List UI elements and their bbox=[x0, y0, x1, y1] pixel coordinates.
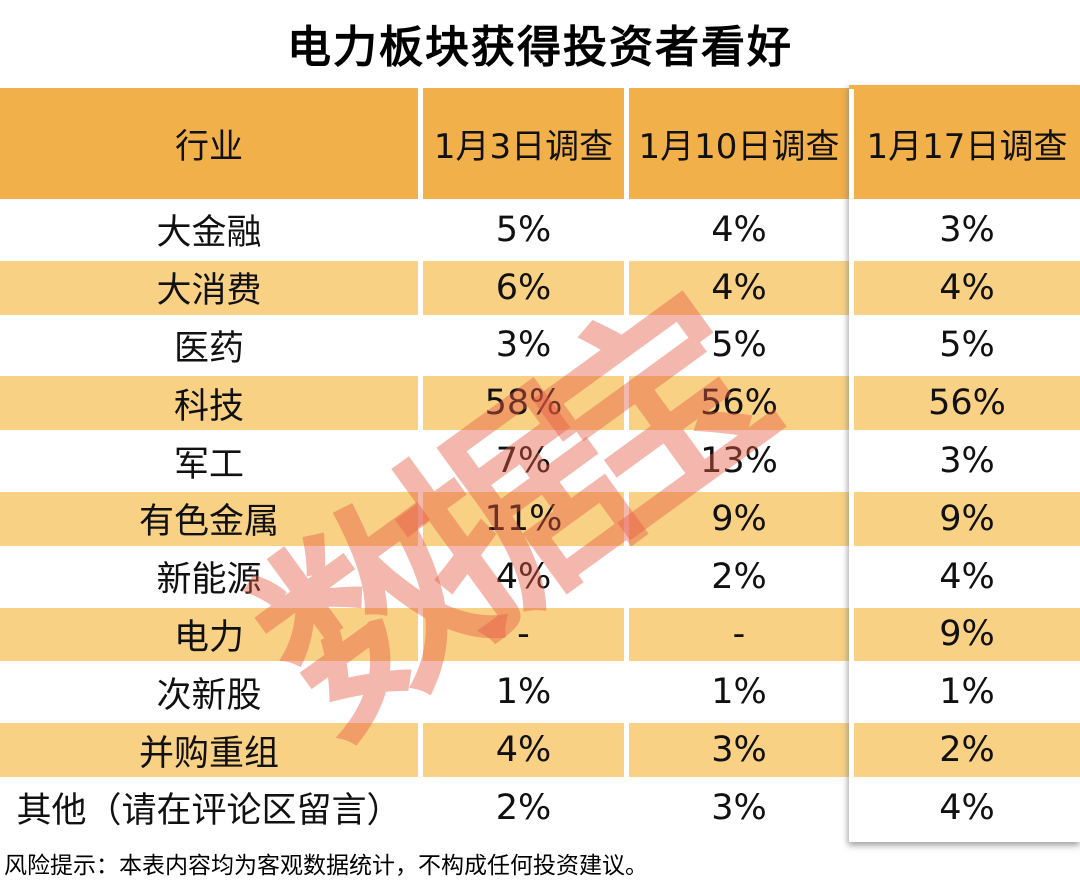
value-cell: 4% bbox=[854, 549, 1080, 604]
header-cell-jan17: 1月17日调查 bbox=[854, 88, 1080, 199]
industry-cell: 并购重组 bbox=[0, 723, 418, 777]
value-cell: 1% bbox=[629, 665, 849, 720]
value-cell: 58% bbox=[423, 376, 624, 431]
value-cell: 4% bbox=[854, 260, 1080, 315]
value-cell: 9% bbox=[854, 607, 1080, 662]
industry-cell: 大消费 bbox=[0, 260, 418, 315]
value-cell: 13% bbox=[629, 434, 849, 488]
value-cell: 11% bbox=[423, 491, 624, 546]
industry-cell: 医药 bbox=[0, 318, 418, 373]
header-cell-jan10: 1月10日调查 bbox=[629, 88, 849, 199]
value-cell: 5% bbox=[629, 318, 849, 373]
value-cell: 4% bbox=[423, 549, 624, 604]
industry-cell: 大金融 bbox=[0, 203, 418, 257]
value-cell: 3% bbox=[423, 318, 624, 373]
industry-cell: 有色金属 bbox=[0, 491, 418, 546]
value-cell: 9% bbox=[629, 491, 849, 546]
industry-cell: 次新股 bbox=[0, 665, 418, 720]
risk-disclaimer: 风险提示：本表内容均为客观数据统计，不构成任何投资建议。 bbox=[4, 853, 648, 879]
value-cell: 2% bbox=[854, 723, 1080, 777]
value-cell: 2% bbox=[629, 549, 849, 604]
value-cell: 1% bbox=[423, 665, 624, 720]
value-cell: 3% bbox=[629, 723, 849, 777]
value-cell: 4% bbox=[629, 203, 849, 257]
value-cell: 4% bbox=[423, 723, 624, 777]
value-cell: 1% bbox=[854, 665, 1080, 720]
value-cell: 56% bbox=[629, 376, 849, 431]
header-cell-jan3: 1月3日调查 bbox=[423, 88, 624, 199]
value-cell: 5% bbox=[423, 203, 624, 257]
value-cell: 4% bbox=[854, 780, 1080, 835]
industry-cell: 其他（请在评论区留言） bbox=[0, 780, 418, 835]
value-cell: 56% bbox=[854, 376, 1080, 431]
industry-cell: 军工 bbox=[0, 434, 418, 488]
value-cell: 3% bbox=[629, 780, 849, 835]
page-title: 电力板块获得投资者看好 bbox=[287, 22, 793, 73]
industry-cell: 新能源 bbox=[0, 549, 418, 604]
value-cell: 9% bbox=[854, 491, 1080, 546]
survey-table: 行业 1月3日调查 1月10日调查 1月17日调查 大金融 5% 4% 3% 大… bbox=[0, 88, 1080, 835]
industry-cell: 电力 bbox=[0, 607, 418, 662]
value-cell: 7% bbox=[423, 434, 624, 488]
industry-cell: 科技 bbox=[0, 376, 418, 431]
value-cell: 6% bbox=[423, 260, 624, 315]
value-cell: 4% bbox=[629, 260, 849, 315]
value-cell: 3% bbox=[854, 203, 1080, 257]
value-cell: - bbox=[629, 607, 849, 662]
header-cell-industry: 行业 bbox=[0, 88, 418, 199]
value-cell: 5% bbox=[854, 318, 1080, 373]
value-cell: 3% bbox=[854, 434, 1080, 488]
value-cell: 2% bbox=[423, 780, 624, 835]
value-cell: - bbox=[423, 607, 624, 662]
